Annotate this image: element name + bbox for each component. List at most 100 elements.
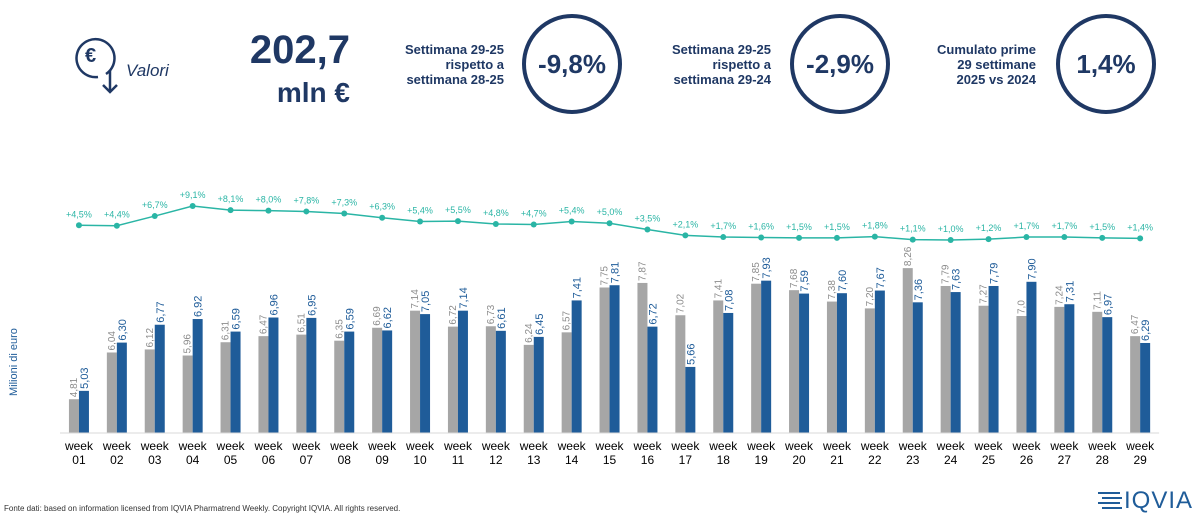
- x-tick-label: 24: [944, 453, 958, 467]
- growth-point: [1061, 234, 1068, 241]
- x-tick-label: 26: [1020, 453, 1034, 467]
- data-label-2024: 6,12: [145, 328, 156, 348]
- series-2024: 4,81 6,04 6,12 5,96 6,31 6,47 6,51 6,35 6,69 7,14…: [68, 246, 1141, 433]
- x-tick-label: 09: [375, 453, 389, 467]
- kpi-2-label: Settimana 29-25 rispetto a settimana 29-…: [621, 42, 771, 87]
- iqvia-logo: IQVIA: [1098, 487, 1193, 515]
- growth-point: [796, 234, 803, 241]
- data-label-2025: 5,03: [79, 367, 91, 388]
- data-label-2024: 6,57: [562, 310, 573, 330]
- growth-point: [909, 236, 916, 243]
- growth-point: [1023, 234, 1030, 241]
- x-tick-label: week: [632, 439, 662, 453]
- source-note: Fonte dati: based on information license…: [4, 504, 401, 513]
- x-axis-labels: week01week02week03week04week05week06week…: [60, 432, 1160, 467]
- kpi-3-circle: 1,4%: [1056, 14, 1156, 114]
- growth-label: +5,4%: [559, 206, 585, 216]
- data-label-2024: 7,41: [713, 279, 724, 299]
- bar-2024: [334, 340, 345, 433]
- x-tick-label: week: [64, 439, 94, 453]
- bar-2025: [192, 319, 203, 433]
- growth-point: [530, 221, 537, 228]
- valori-label: Valori: [126, 61, 169, 80]
- growth-label: +8,1%: [218, 194, 244, 204]
- bar-2025: [116, 342, 127, 433]
- growth-label: +6,7%: [142, 200, 168, 210]
- x-tick-label: week: [784, 439, 814, 453]
- x-tick-label: week: [216, 439, 246, 453]
- growth-point: [379, 214, 386, 221]
- bar-2025: [457, 310, 468, 433]
- growth-label: +1,5%: [824, 222, 850, 232]
- svg-text:€: €: [85, 45, 96, 67]
- data-label-2024: 4,81: [69, 377, 80, 397]
- data-label-2025: 7,41: [572, 277, 584, 298]
- data-label-2025: 6,96: [268, 294, 280, 315]
- x-tick-label: 23: [906, 453, 920, 467]
- x-tick-label: week: [178, 439, 208, 453]
- bar-2025: [874, 290, 885, 433]
- growth-point: [682, 232, 689, 239]
- x-tick-label: week: [1011, 439, 1041, 453]
- data-label-2024: 7,11: [1092, 291, 1103, 310]
- bar-2024: [1130, 336, 1141, 433]
- x-tick-label: 20: [792, 453, 806, 467]
- data-label-2025: 7,93: [761, 257, 773, 278]
- kpi-2-label-line: settimana 29-24: [673, 72, 771, 87]
- growth-label: +3,5%: [635, 214, 661, 224]
- bar-2025: [723, 312, 734, 433]
- growth-label: +4,5%: [66, 209, 92, 219]
- growth-point: [189, 202, 196, 209]
- growth-label: +2,1%: [672, 219, 698, 229]
- data-label-2024: 7,0: [1016, 300, 1027, 314]
- x-tick-label: 04: [186, 453, 200, 467]
- x-tick-label: 22: [868, 453, 882, 467]
- x-tick-label: 05: [224, 453, 238, 467]
- bar-2024: [258, 336, 269, 433]
- bar-2025: [647, 326, 658, 433]
- growth-point: [75, 222, 82, 229]
- bar-2025: [154, 324, 165, 433]
- x-tick-label: week: [822, 439, 852, 453]
- x-tick-label: week: [102, 439, 132, 453]
- bar-2025: [306, 317, 317, 433]
- kpi-3-label-line: 2025 vs 2024: [956, 72, 1036, 87]
- x-tick-label: 07: [300, 453, 314, 467]
- x-tick-label: 02: [110, 453, 124, 467]
- data-label-2025: 7,60: [837, 270, 849, 291]
- data-label-2025: 7,05: [420, 291, 432, 312]
- x-tick-label: 18: [717, 453, 731, 467]
- growth-label: +1,4%: [1127, 222, 1153, 232]
- data-label-2025: 6,97: [1102, 294, 1114, 315]
- x-tick-label: 29: [1133, 453, 1147, 467]
- bar-2025: [1064, 304, 1075, 433]
- data-label-2024: 7,14: [410, 289, 421, 309]
- bar-2024: [1054, 306, 1065, 433]
- data-label-2025: 6,61: [496, 307, 508, 328]
- data-label-2024: 6,72: [448, 305, 459, 325]
- growth-point: [1099, 234, 1106, 241]
- bar-2024: [864, 308, 875, 433]
- bar-2024: [902, 268, 913, 433]
- x-tick-label: 25: [982, 453, 996, 467]
- x-tick-label: week: [708, 439, 738, 453]
- data-label-2025: 6,45: [534, 313, 546, 334]
- x-tick-label: week: [557, 439, 587, 453]
- data-label-2024: 7,27: [979, 284, 990, 304]
- bar-2024: [106, 352, 117, 433]
- data-label-2024: 6,51: [296, 313, 307, 333]
- data-label-2024: 6,24: [524, 323, 535, 343]
- growth-label: +1,6%: [748, 221, 774, 231]
- x-tick-label: 10: [413, 453, 427, 467]
- x-tick-label: 03: [148, 453, 162, 467]
- growth-point: [644, 226, 651, 233]
- x-tick-label: week: [1125, 439, 1155, 453]
- kpi-1-label: Settimana 29-25 rispetto a settimana 28-…: [354, 42, 504, 87]
- bar-2024: [751, 283, 762, 433]
- x-tick-label: 28: [1096, 453, 1110, 467]
- data-label-2024: 7,68: [789, 268, 800, 288]
- bar-2024: [296, 334, 307, 433]
- kpi-3-label-line: Cumulato prime: [937, 42, 1036, 57]
- total-unit: mln €: [276, 77, 350, 108]
- growth-point: [871, 233, 878, 240]
